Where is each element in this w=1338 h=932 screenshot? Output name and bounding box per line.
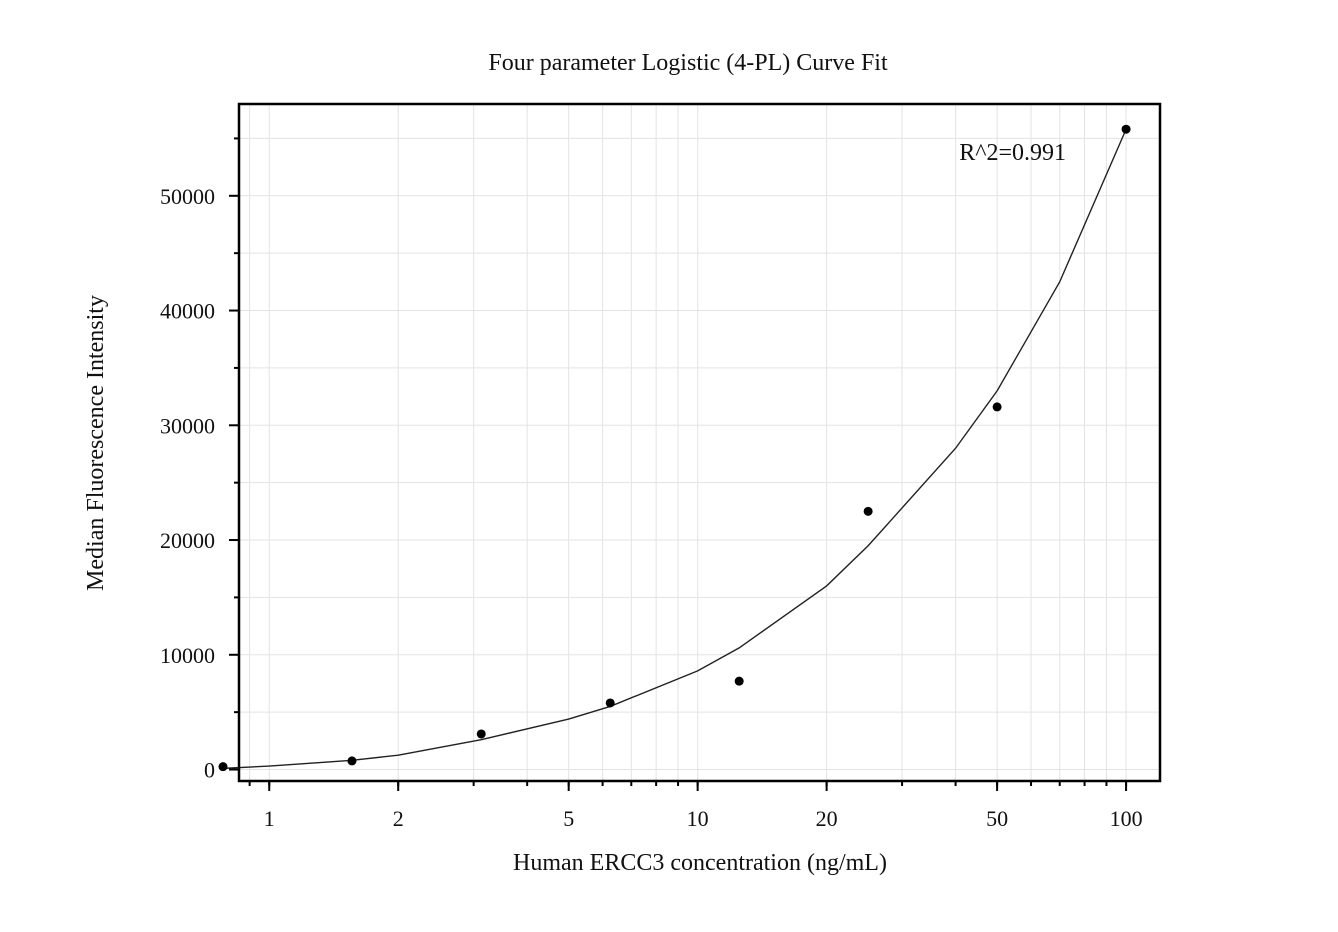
x-tick-label: 2 [393, 806, 404, 831]
y-tick-label: 30000 [160, 413, 215, 438]
data-point [605, 698, 615, 708]
fit-curve-group [222, 128, 1127, 770]
axis-ticks [229, 137, 1128, 791]
y-tick-label: 0 [204, 758, 215, 783]
data-point [218, 762, 228, 772]
data-point [476, 729, 486, 739]
chart-title: Four parameter Logistic (4-PL) Curve Fit [488, 50, 888, 76]
y-axis-label: Median Fluorescence Intensity [83, 295, 109, 591]
x-tick-label: 100 [1110, 806, 1143, 831]
y-tick-label: 10000 [160, 643, 215, 668]
data-points [218, 124, 1131, 772]
x-tick-label: 5 [563, 806, 574, 831]
x-tick-label: 20 [816, 806, 838, 831]
grid [239, 104, 1160, 781]
y-tick-label: 50000 [160, 184, 215, 209]
x-tick-label: 50 [986, 806, 1008, 831]
plot-frame [237, 102, 1162, 783]
y-tick-labels: 0 10000 20000 30000 40000 50000 [160, 184, 215, 783]
x-tick-label: 1 [264, 806, 275, 831]
fit-curve [222, 128, 1127, 770]
y-tick-label: 20000 [160, 528, 215, 553]
y-tick-label: 40000 [160, 299, 215, 324]
x-tick-label: 10 [687, 806, 709, 831]
data-point [347, 756, 357, 766]
data-point [734, 676, 744, 686]
data-point [992, 402, 1002, 412]
data-point [863, 506, 873, 516]
x-tick-labels: 1 2 5 10 20 50 100 [264, 806, 1143, 831]
x-axis-label: Human ERCC3 concentration (ng/mL) [513, 850, 887, 876]
data-point [1121, 124, 1131, 134]
annotation-r-squared: R^2=0.991 [959, 140, 1066, 166]
